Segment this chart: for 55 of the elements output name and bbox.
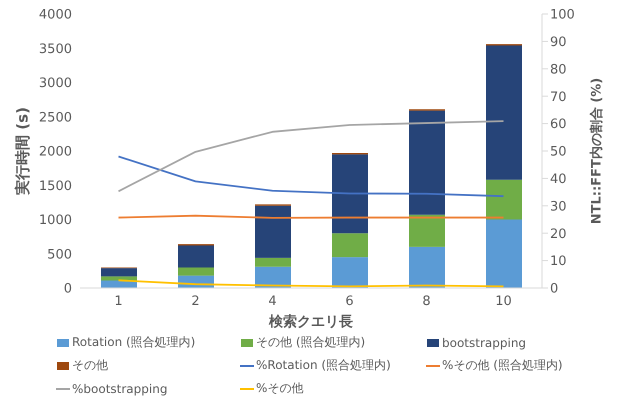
y2-tick-label: 80: [550, 62, 567, 78]
bar: [332, 154, 368, 234]
legend-label: %その他 (照合処理内): [442, 357, 563, 374]
bar: [486, 220, 522, 288]
x-tick-label: 1: [114, 294, 123, 310]
y2-tick-label: 50: [550, 144, 567, 160]
bar: [255, 258, 291, 267]
y2-tick-label: 100: [550, 8, 575, 23]
y-tick-label: 4000: [38, 8, 72, 23]
y-tick-label: 500: [47, 247, 72, 262]
legend-label: bootstrapping: [442, 336, 526, 350]
y2-tick-label: 40: [550, 172, 567, 188]
y-tick-label: 3000: [38, 76, 72, 92]
line-series: [118, 279, 504, 288]
bar: [409, 214, 445, 247]
y-tick-label: 0: [64, 282, 72, 297]
y2-axis-title: NTL::FFT内の割合 (%): [588, 78, 605, 224]
legend-label: その他: [72, 357, 108, 374]
bar: [486, 46, 522, 180]
y2-tick-label: 90: [550, 35, 567, 50]
bar: [409, 110, 445, 215]
y-axis-title: 実行時間 (s): [13, 107, 32, 196]
y-tick-label: 1000: [38, 213, 72, 228]
y-tick-label: 3500: [38, 42, 72, 57]
y2-tick-label: 10: [550, 254, 567, 270]
y2-tick-label: 20: [550, 226, 567, 242]
y-tick-label: 1500: [38, 178, 72, 194]
x-tick-label: 8: [422, 294, 431, 310]
line-series: [118, 120, 504, 192]
y-tick-label: 2500: [38, 110, 72, 126]
y2-tick-label: 30: [550, 199, 567, 214]
bar: [255, 206, 291, 258]
x-tick-label: 4: [268, 294, 277, 310]
x-tick-label: 10: [495, 294, 512, 310]
bar: [178, 246, 214, 268]
line-series: [118, 156, 504, 198]
bar: [409, 246, 445, 288]
legend-label: %Rotation (照合処理内): [256, 357, 391, 374]
x-axis-title: 検索クエリ長: [268, 314, 353, 330]
bar: [486, 180, 522, 220]
bar: [332, 257, 368, 288]
y2-tick-label: 0: [550, 282, 558, 297]
y-tick-label: 2000: [38, 144, 72, 160]
legend-label: %bootstrapping: [72, 382, 168, 396]
bar: [101, 276, 137, 280]
bar: [332, 233, 368, 258]
x-tick-label: 2: [191, 294, 200, 310]
y2-tick-label: 60: [550, 117, 567, 132]
legend-label: Rotation (照合処理内): [72, 334, 196, 351]
legend-label: その他 (照合処理内): [256, 334, 366, 351]
bar: [178, 267, 214, 276]
legend-label: %その他: [256, 380, 304, 397]
bar: [101, 268, 137, 276]
x-tick-label: 6: [345, 294, 354, 310]
y2-tick-label: 70: [550, 90, 567, 105]
